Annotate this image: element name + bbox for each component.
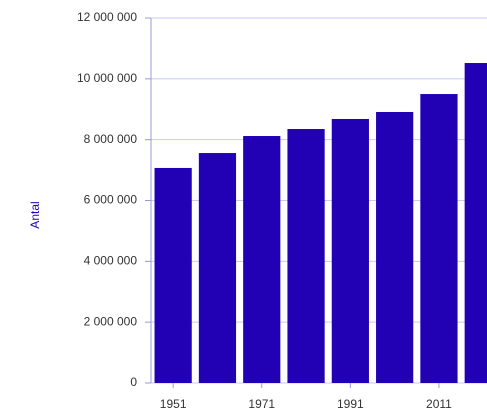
y-tick-label: 6 000 000	[84, 193, 138, 207]
bar	[287, 129, 325, 383]
y-tick-label: 8 000 000	[84, 132, 138, 146]
x-tick-label: 1971	[248, 397, 275, 411]
bar	[376, 111, 414, 384]
y-tick-label: 10 000 000	[77, 71, 137, 85]
bar	[420, 94, 458, 384]
x-tick-label: 2011	[426, 397, 452, 411]
bar	[243, 136, 281, 383]
y-tick-label: 4 000 000	[84, 254, 138, 268]
y-tick-label: 2 000 000	[84, 314, 138, 328]
bar	[464, 63, 487, 384]
y-tick-label: 12 000 000	[77, 10, 137, 24]
bar	[154, 167, 192, 383]
x-tick-label: 1951	[160, 397, 187, 411]
bar	[198, 153, 237, 383]
y-tick-label: 0	[130, 375, 137, 389]
bar	[331, 118, 369, 383]
y-axis-label: Antal	[28, 201, 42, 228]
x-tick-label: 1991	[337, 397, 364, 411]
